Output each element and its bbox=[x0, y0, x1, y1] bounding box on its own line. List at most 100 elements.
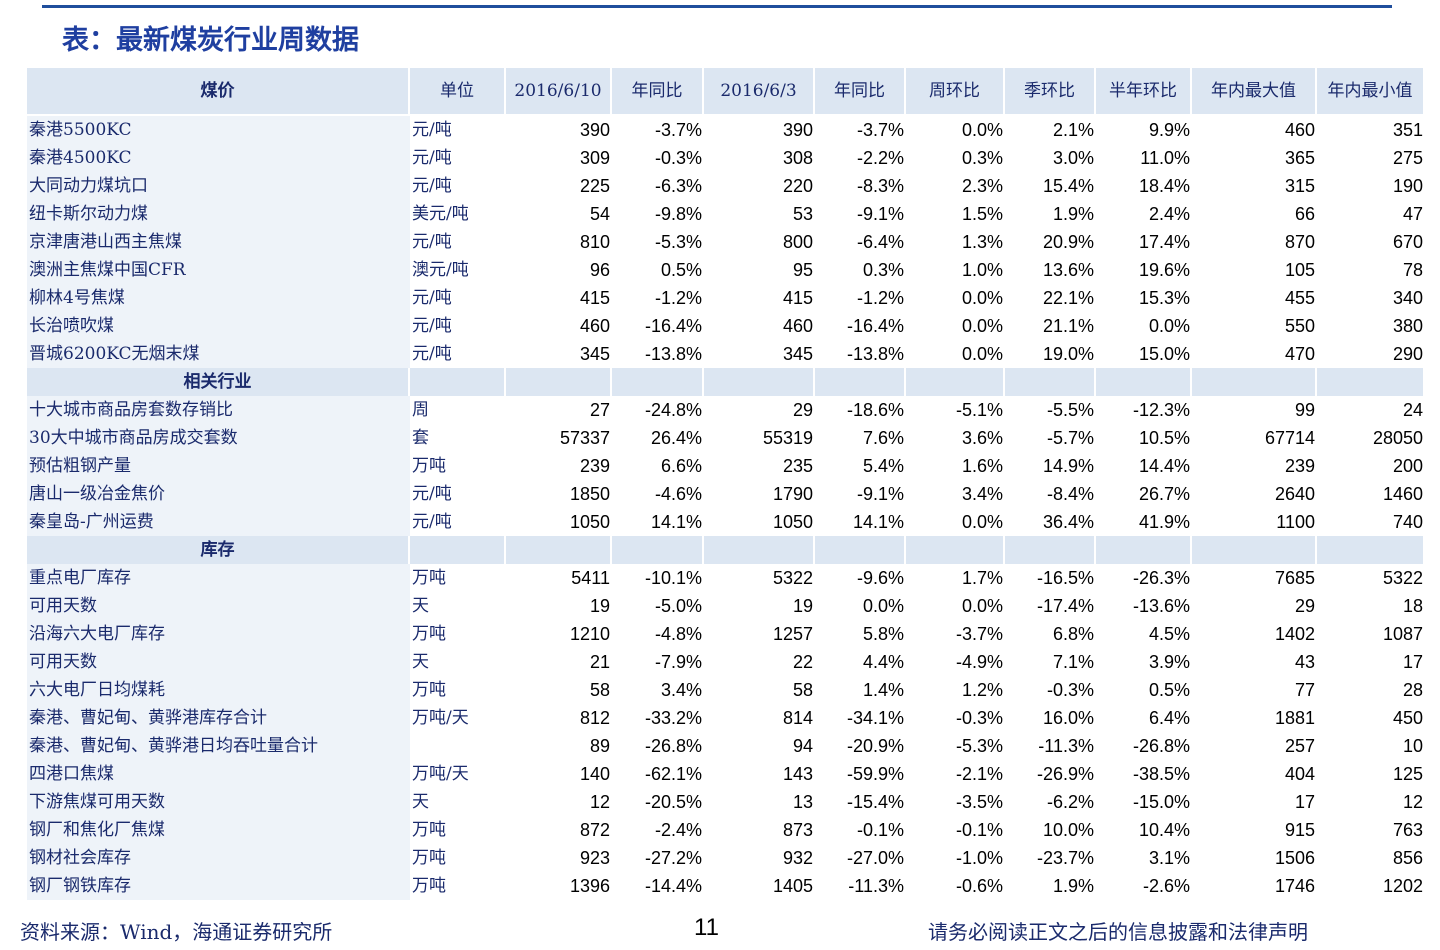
table-cell: -11.3% bbox=[848, 876, 904, 896]
table-cell: 10.5% bbox=[1138, 428, 1190, 448]
table-cell: 220 bbox=[782, 176, 813, 196]
table-cell: 1.2% bbox=[961, 680, 1003, 700]
table-cell: 235 bbox=[782, 456, 813, 476]
table-cell: 345 bbox=[782, 344, 813, 364]
table-cell: -14.4% bbox=[644, 876, 702, 896]
table-cell: 450 bbox=[1392, 708, 1423, 728]
table-cell: 66 bbox=[1294, 204, 1315, 224]
table-cell: 15.3% bbox=[1138, 288, 1190, 308]
table-cell: 0.5% bbox=[660, 260, 702, 280]
table-cell: 308 bbox=[782, 148, 813, 168]
table-cell: 3.9% bbox=[1148, 652, 1190, 672]
table-cell: 0.3% bbox=[862, 260, 904, 280]
table-cell: 99 bbox=[1294, 400, 1315, 420]
table-cell: 唐山一级冶金焦价 bbox=[27, 480, 410, 508]
table-cell: 钢厂和焦化厂焦煤 bbox=[27, 816, 410, 844]
table-cell: 873 bbox=[782, 820, 813, 840]
table-cell: 1087 bbox=[1382, 624, 1423, 644]
table-cell: 5322 bbox=[772, 568, 813, 588]
table-cell: 96 bbox=[589, 260, 610, 280]
table-cell: -10.1% bbox=[644, 568, 702, 588]
table-cell: -2.1% bbox=[955, 764, 1003, 784]
table-cell: 0.0% bbox=[961, 316, 1003, 336]
table-cell: 3.4% bbox=[660, 680, 702, 700]
table-cell: 455 bbox=[1284, 288, 1315, 308]
table-cell: 275 bbox=[1392, 148, 1423, 168]
table-cell: -0.1% bbox=[955, 820, 1003, 840]
section-cell bbox=[704, 536, 815, 564]
table-cell: 2.4% bbox=[1148, 204, 1190, 224]
table-cell: -26.3% bbox=[1132, 568, 1190, 588]
section-cell bbox=[906, 368, 1005, 396]
table-cell: 7.1% bbox=[1052, 652, 1094, 672]
table-cell: -62.1% bbox=[644, 764, 702, 784]
table-cell: -17.4% bbox=[1036, 596, 1094, 616]
table-cell: 周 bbox=[412, 400, 429, 420]
table-cell: 20.9% bbox=[1042, 232, 1094, 252]
table-cell: 1402 bbox=[1274, 624, 1315, 644]
table-cell: -5.3% bbox=[955, 736, 1003, 756]
table-cell: -6.3% bbox=[654, 176, 702, 196]
table-cell: -26.8% bbox=[644, 736, 702, 756]
table-cell: 6.8% bbox=[1052, 624, 1094, 644]
table-cell: 239 bbox=[1284, 456, 1315, 476]
header-cell: 周环比 bbox=[906, 68, 1005, 114]
table-cell: -27.2% bbox=[644, 848, 702, 868]
table-cell: 0.0% bbox=[961, 120, 1003, 140]
table-cell: -20.9% bbox=[846, 736, 904, 756]
table-cell: 36.4% bbox=[1042, 512, 1094, 532]
table-cell: 21.1% bbox=[1042, 316, 1094, 336]
table-cell: 1.9% bbox=[1052, 876, 1094, 896]
table-cell: 24 bbox=[1402, 400, 1423, 420]
table-cell: -3.5% bbox=[955, 792, 1003, 812]
table-cell: 57337 bbox=[559, 428, 610, 448]
table-cell: -16.4% bbox=[846, 316, 904, 336]
header-cell: 季环比 bbox=[1005, 68, 1096, 114]
table-cell: -9.6% bbox=[856, 568, 904, 588]
table-cell: 870 bbox=[1284, 232, 1315, 252]
table-cell: 钢厂钢铁库存 bbox=[27, 872, 410, 900]
table-cell: -4.9% bbox=[955, 652, 1003, 672]
table-cell: 550 bbox=[1284, 316, 1315, 336]
table-cell: 秦港、曹妃甸、黄骅港日均吞吐量合计 bbox=[27, 732, 410, 760]
section-cell bbox=[704, 368, 815, 396]
table-cell: 10.4% bbox=[1138, 820, 1190, 840]
table-cell: 41.9% bbox=[1138, 512, 1190, 532]
table-cell: 万吨 bbox=[412, 820, 446, 840]
section-cell bbox=[815, 536, 906, 564]
table-cell: 四港口焦煤 bbox=[27, 760, 410, 788]
table-cell: 万吨 bbox=[412, 680, 446, 700]
table-cell: 1.3% bbox=[961, 232, 1003, 252]
header-cell: 半年环比 bbox=[1096, 68, 1192, 114]
table-cell: 190 bbox=[1392, 176, 1423, 196]
table-cell: 814 bbox=[782, 708, 813, 728]
table-cell: 1405 bbox=[772, 876, 813, 896]
header-cell: 年同比 bbox=[612, 68, 704, 114]
table-cell: 10 bbox=[1402, 736, 1423, 756]
table-cell: 1210 bbox=[569, 624, 610, 644]
table-cell: 1.7% bbox=[961, 568, 1003, 588]
table-cell: -13.8% bbox=[846, 344, 904, 364]
table-cell: 0.3% bbox=[961, 148, 1003, 168]
header-cell: 年同比 bbox=[815, 68, 906, 114]
table-cell: -15.4% bbox=[846, 792, 904, 812]
table-cell: 秦港4500KC bbox=[27, 144, 410, 172]
table-cell: 740 bbox=[1392, 512, 1423, 532]
table-cell: 六大电厂日均煤耗 bbox=[27, 676, 410, 704]
table-cell: 30大中城市商品房成交套数 bbox=[27, 424, 410, 452]
table-cell: 17.4% bbox=[1138, 232, 1190, 252]
table-cell: 万吨/天 bbox=[412, 708, 469, 728]
table-cell: 元/吨 bbox=[412, 120, 452, 140]
table-cell: 17 bbox=[1294, 792, 1315, 812]
table-cell: -8.4% bbox=[1046, 484, 1094, 504]
table-cell: 元/吨 bbox=[412, 176, 452, 196]
table-cell: 16.0% bbox=[1042, 708, 1094, 728]
table-cell: 12 bbox=[589, 792, 610, 812]
table-cell: 美元/吨 bbox=[412, 204, 469, 224]
table-cell: -0.6% bbox=[955, 876, 1003, 896]
table-cell: 470 bbox=[1284, 344, 1315, 364]
table-cell: 340 bbox=[1392, 288, 1423, 308]
table-cell: 2.3% bbox=[961, 176, 1003, 196]
table-cell: 0.5% bbox=[1148, 680, 1190, 700]
table-cell: 22 bbox=[792, 652, 813, 672]
